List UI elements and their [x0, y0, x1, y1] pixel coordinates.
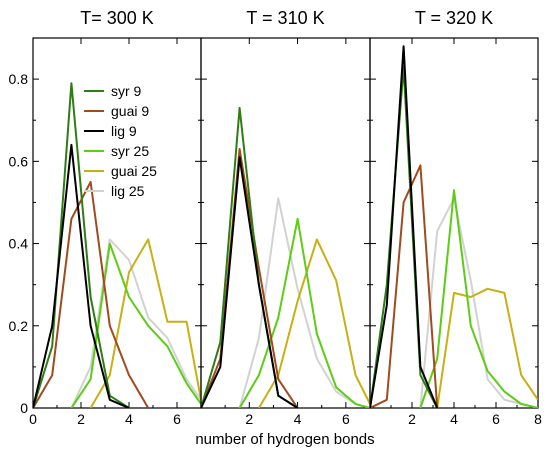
panel-3: T = 320 K 2 4 6 8	[369, 8, 542, 427]
series-line-syr-25	[70, 242, 201, 408]
x-tick-label: 6	[492, 411, 500, 427]
series-line-lig-9	[33, 143, 130, 408]
x-tick-label: 2	[245, 411, 253, 427]
legend-label-syr-9: syr 9	[111, 83, 142, 99]
x-tick-label: 6	[342, 411, 350, 427]
legend-label-lig-9: lig 9	[111, 123, 137, 139]
series-line-guai-25	[89, 238, 201, 408]
legend-label-guai-9: guai 9	[111, 103, 149, 119]
panel-title: T= 300 K	[80, 8, 154, 28]
series-line-lig-9	[201, 156, 299, 408]
panel-1: T= 300 K 0 2 4 6 0 0.2 0.4 0.6 0.8	[9, 8, 202, 427]
series-line-guai-9	[370, 164, 439, 408]
series-line-lig-25	[70, 238, 201, 408]
series-line-lig-25	[419, 197, 538, 408]
x-tick-label: 0	[29, 411, 37, 427]
plot-frame	[200, 37, 371, 409]
series-line-syr-9	[370, 65, 439, 408]
x-tick-label: 4	[450, 411, 458, 427]
series-line-guai-9	[201, 148, 299, 408]
panel-2: T = 310 K 2 4 6	[200, 8, 371, 427]
x-tick-label: 2	[408, 411, 416, 427]
x-tick-label: 4	[125, 411, 133, 427]
legend-label-syr-25: syr 25	[111, 143, 149, 159]
y-tick-label: 0	[20, 400, 28, 416]
panel-title: T = 320 K	[415, 8, 493, 28]
y-tick-label: 0.4	[9, 236, 29, 252]
series-line-syr-25	[238, 217, 370, 408]
legend-label-lig-25: lig 25	[111, 183, 145, 199]
y-tick-label: 0.2	[9, 318, 29, 334]
legend-label-guai-25: guai 25	[111, 163, 157, 179]
legend: syr 9 guai 9 lig 9 syr 25 guai 25 lig 25	[84, 83, 157, 199]
series-line-syr-9	[33, 82, 130, 408]
series-line-lig-9	[370, 45, 439, 408]
x-tick-label: 4	[294, 411, 302, 427]
x-axis-title: number of hydrogen bonds	[195, 431, 374, 448]
x-tick-label: 6	[173, 411, 181, 427]
panel-title: T = 310 K	[246, 8, 324, 28]
series-line-guai-9	[33, 180, 150, 408]
y-tick-label: 0.8	[9, 71, 29, 87]
x-tick-label: 8	[534, 411, 542, 427]
series-line-syr-25	[419, 189, 538, 408]
y-tick-label: 0.6	[9, 153, 29, 169]
x-tick-label: 2	[77, 411, 85, 427]
plot-frame	[369, 37, 539, 409]
series-line-syr-9	[201, 106, 299, 408]
series-line-guai-25	[436, 287, 538, 408]
